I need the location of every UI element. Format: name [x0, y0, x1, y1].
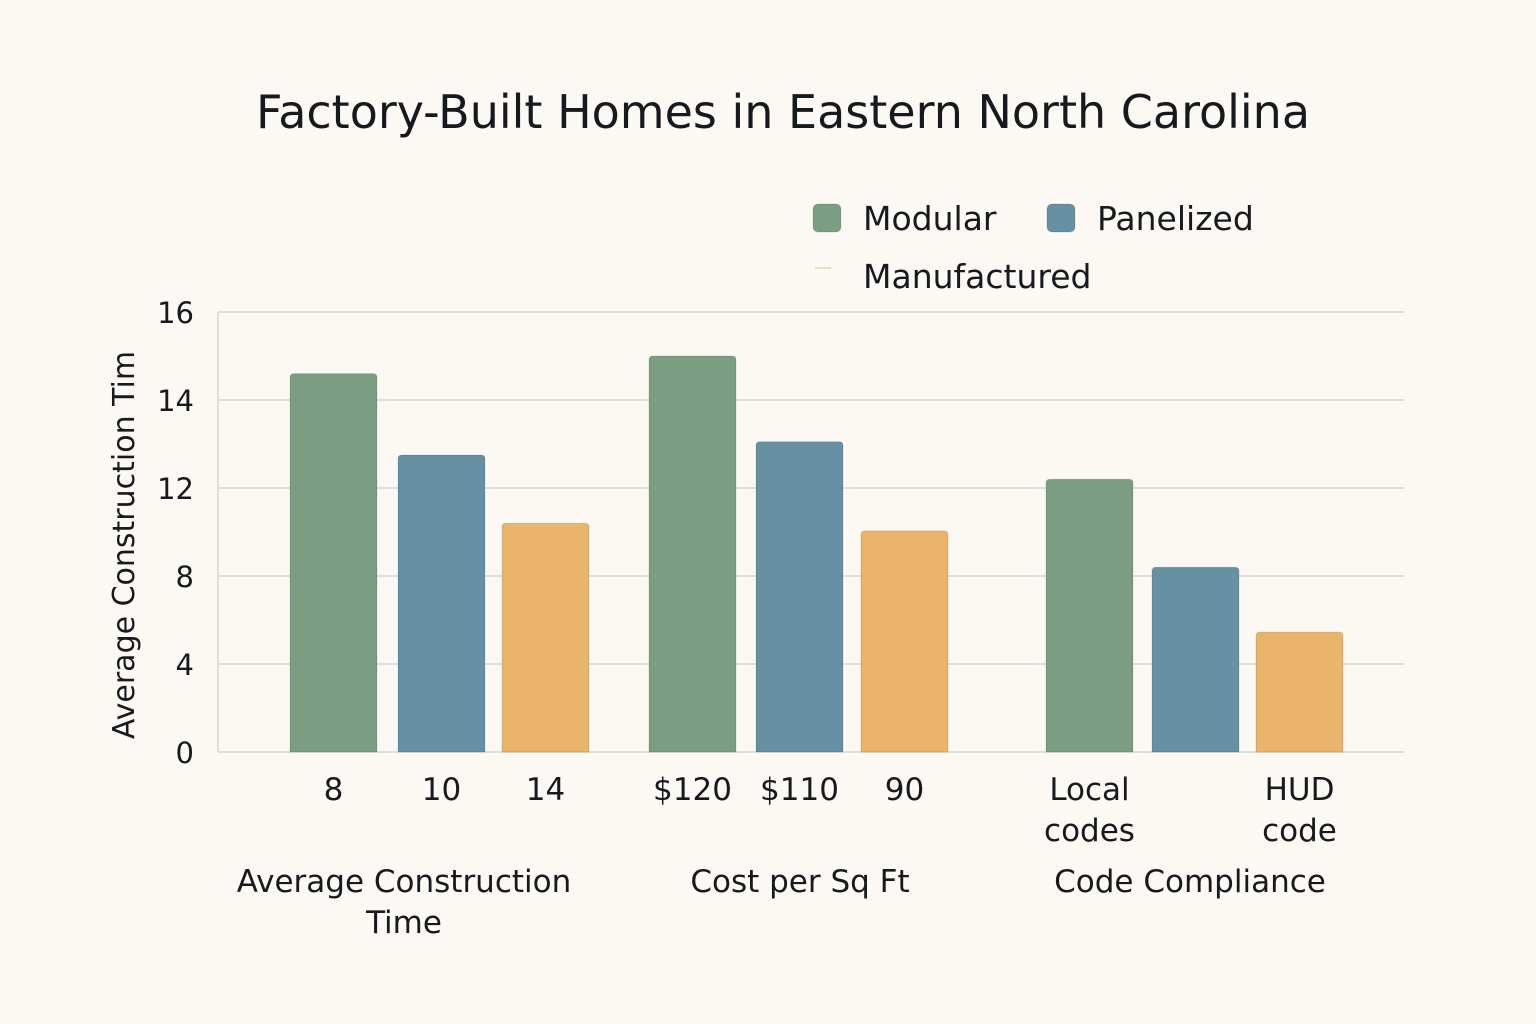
y-axis-label: Average Construction Tim: [107, 351, 142, 739]
bar-label: $110: [760, 772, 839, 808]
bar-label: HUD code: [1262, 772, 1337, 849]
group-label: Cost per Sq Ft: [690, 864, 909, 900]
bar-label: $120: [653, 772, 732, 808]
bar-panelized: [1151, 566, 1240, 753]
bar-label: 90: [885, 772, 924, 808]
bar-label: 10: [422, 772, 461, 808]
bar-modular: [648, 355, 737, 753]
chart-title: Factory-Built Homes in Eastern North Car…: [256, 85, 1310, 139]
legend-label: Modular: [863, 199, 997, 238]
y-tick-label: 16: [157, 296, 194, 330]
bar-manufactured: [1255, 631, 1344, 753]
y-tick-label: 4: [176, 648, 194, 682]
legend-swatch: [812, 203, 842, 233]
bar-manufactured: [501, 522, 590, 753]
bar-panelized: [755, 441, 844, 753]
y-tick-label: 14: [157, 384, 194, 418]
bar-modular: [1045, 478, 1134, 753]
y-tick-label: 8: [176, 560, 194, 594]
bar-label: 8: [324, 772, 344, 808]
bar-label: Local codes: [1044, 772, 1135, 849]
y-axis-ticks: 0 4 8 12 14 16: [157, 296, 194, 770]
legend-swatch: [1046, 203, 1076, 233]
bars: [289, 355, 1344, 753]
x-axis-labels: 8 10 14 Average Construction Time $120 $110 90 C…: [237, 772, 1337, 941]
group-label: Code Compliance: [1054, 864, 1326, 900]
y-tick-label: 12: [157, 472, 194, 506]
bar-label: 14: [526, 772, 565, 808]
y-tick-label: 0: [176, 736, 194, 770]
bar-panelized: [397, 454, 486, 753]
legend-label: Panelized: [1097, 199, 1254, 238]
bar-manufactured: [860, 530, 949, 753]
legend-label: Manufactured: [863, 257, 1091, 296]
group-label: Average Construction Time: [237, 864, 572, 941]
bar-modular: [289, 373, 378, 753]
